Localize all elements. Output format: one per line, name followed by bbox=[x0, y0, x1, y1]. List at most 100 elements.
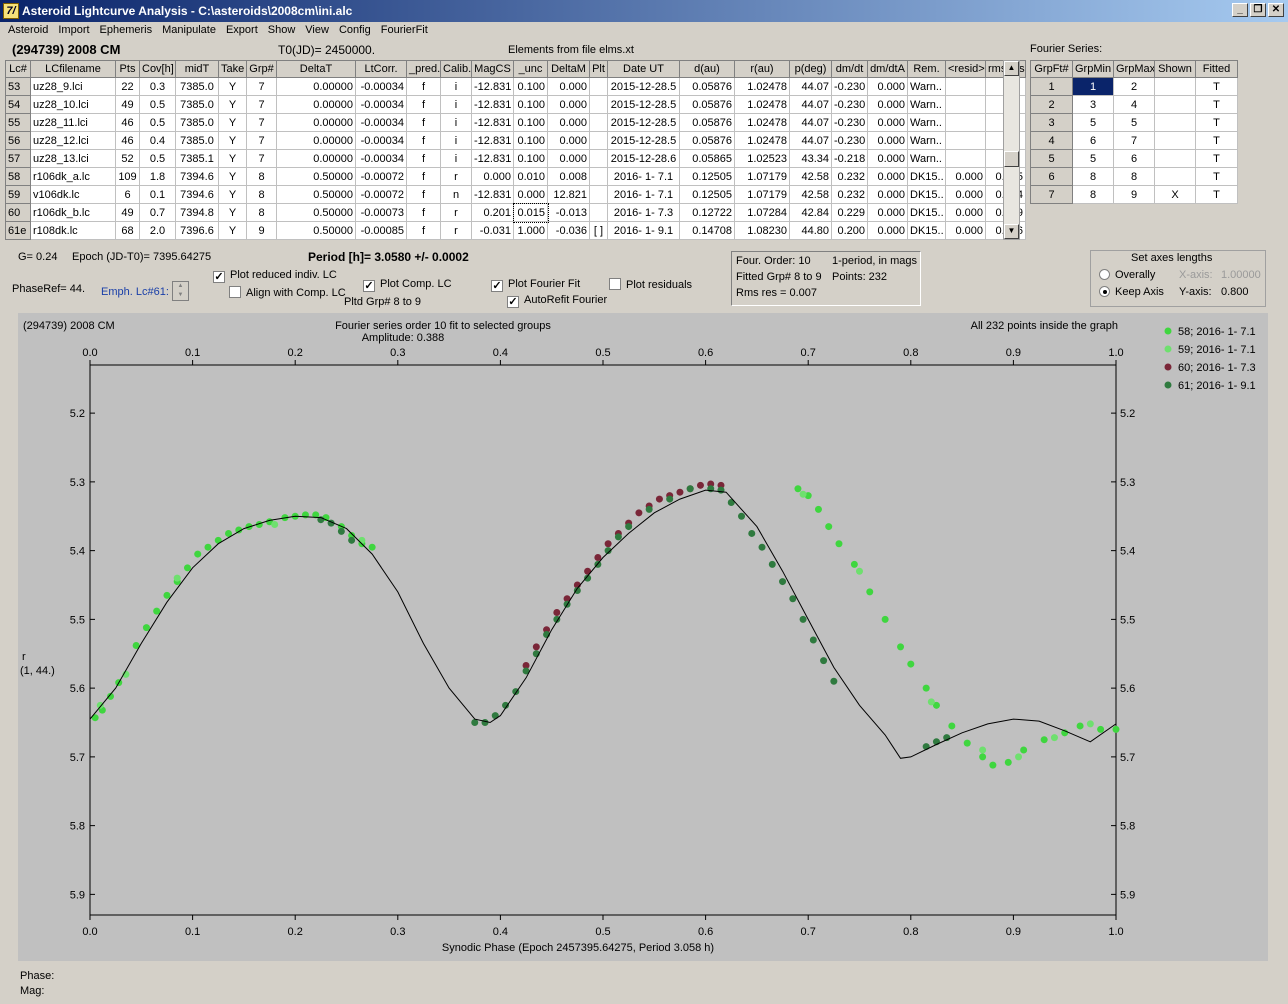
table-row[interactable]: 57 uz28_13.lci 52 0.5 7385.1 Y 7 0.00000 -0.0003… bbox=[5, 149, 1026, 168]
table-cell[interactable] bbox=[589, 95, 608, 114]
table-cell[interactable]: r bbox=[440, 167, 472, 186]
table-cell[interactable]: DK15.. bbox=[907, 185, 946, 204]
table-cell[interactable]: f bbox=[406, 203, 441, 222]
table-row[interactable]: 55 uz28_11.lci 46 0.5 7385.0 Y 7 0.00000 -0.0003… bbox=[5, 113, 1026, 132]
table-cell[interactable]: 2 bbox=[1113, 77, 1155, 96]
table-cell[interactable]: -0.00034 bbox=[355, 131, 407, 150]
table-cell[interactable]: 44.07 bbox=[789, 113, 832, 132]
table-cell[interactable]: 9 bbox=[246, 221, 277, 240]
table-cell[interactable]: -12.831 bbox=[471, 113, 514, 132]
table-cell[interactable]: -0.230 bbox=[831, 95, 868, 114]
table-cell[interactable]: -0.00034 bbox=[355, 113, 407, 132]
lightcurve-table-scrollbar[interactable]: ▲ ▼ bbox=[1003, 60, 1020, 240]
table-cell[interactable]: 0.000 bbox=[945, 203, 986, 222]
table-cell[interactable]: 2015-12-28.5 bbox=[607, 113, 680, 132]
table-cell[interactable]: -12.831 bbox=[471, 77, 514, 96]
table-cell[interactable]: 0.000 bbox=[547, 131, 590, 150]
lc-col-header[interactable]: Grp# bbox=[246, 60, 277, 78]
scroll-thumb[interactable] bbox=[1004, 151, 1019, 167]
table-cell[interactable]: 60 bbox=[5, 203, 31, 222]
table-cell[interactable] bbox=[589, 131, 608, 150]
table-cell[interactable]: 0.232 bbox=[831, 185, 868, 204]
table-row[interactable]: 60 r106dk_b.lc 49 0.7 7394.8 Y 8 0.50000 -0.0007… bbox=[5, 202, 1026, 223]
menu-asteroid[interactable]: Asteroid bbox=[8, 24, 49, 36]
table-cell[interactable]: 1.8 bbox=[139, 167, 176, 186]
table-cell[interactable]: 1 bbox=[1030, 77, 1073, 96]
table-cell[interactable] bbox=[1154, 149, 1196, 168]
table-cell[interactable] bbox=[1154, 95, 1196, 114]
table-cell[interactable]: 2015-12-28.6 bbox=[607, 149, 680, 168]
table-cell[interactable]: -0.230 bbox=[831, 113, 868, 132]
table-cell[interactable]: 2.0 bbox=[139, 221, 176, 240]
table-cell[interactable]: 44.07 bbox=[789, 131, 832, 150]
table-cell[interactable]: DK15.. bbox=[907, 167, 946, 186]
table-cell[interactable]: 4 bbox=[1113, 95, 1155, 114]
lc-col-header[interactable]: _pred. bbox=[406, 60, 441, 78]
table-cell[interactable]: -12.831 bbox=[471, 95, 514, 114]
table-cell[interactable]: Warn.. bbox=[907, 149, 946, 168]
emph-spinner[interactable]: ▲ ▼ bbox=[172, 281, 189, 301]
lc-col-header[interactable]: d(au) bbox=[679, 60, 735, 78]
table-cell[interactable] bbox=[589, 185, 608, 204]
table-cell[interactable]: 0.05876 bbox=[679, 113, 735, 132]
table-cell[interactable]: 1.07179 bbox=[734, 167, 790, 186]
table-cell[interactable]: 1.000 bbox=[513, 221, 548, 240]
table-cell[interactable]: 8 bbox=[1072, 167, 1114, 186]
table-cell[interactable]: 7 bbox=[246, 77, 277, 96]
table-cell[interactable] bbox=[945, 113, 986, 132]
table-row[interactable]: 61e r108dk.lc 68 2.0 7396.6 Y 9 0.50000 -0.00085… bbox=[5, 221, 1026, 240]
table-cell[interactable]: 7 bbox=[246, 113, 277, 132]
table-cell[interactable]: 0.14708 bbox=[679, 221, 735, 240]
table-cell[interactable]: 2016- 1- 7.3 bbox=[607, 203, 680, 222]
lc-col-header[interactable]: Lc# bbox=[5, 60, 31, 78]
table-cell[interactable]: 0.05876 bbox=[679, 77, 735, 96]
table-cell[interactable]: f bbox=[406, 113, 441, 132]
table-cell[interactable]: r108dk.lc bbox=[30, 221, 116, 240]
table-cell[interactable]: Warn.. bbox=[907, 95, 946, 114]
table-cell[interactable]: Y bbox=[218, 131, 247, 150]
lc-col-header[interactable]: Rem. bbox=[907, 60, 946, 78]
table-cell[interactable]: 5 bbox=[1072, 149, 1114, 168]
table-cell[interactable]: -12.831 bbox=[471, 131, 514, 150]
table-cell[interactable]: 0.5 bbox=[139, 95, 176, 114]
table-cell[interactable]: 0.201 bbox=[471, 203, 514, 222]
table-cell[interactable]: f bbox=[406, 221, 441, 240]
table-cell[interactable]: 3 bbox=[1030, 113, 1073, 132]
table-cell[interactable]: 0.5 bbox=[139, 149, 176, 168]
fourier-col-header[interactable]: GrpFt# bbox=[1030, 60, 1073, 78]
table-cell[interactable]: i bbox=[440, 113, 472, 132]
table-cell[interactable]: i bbox=[440, 149, 472, 168]
table-cell[interactable]: 0.5 bbox=[139, 113, 176, 132]
table-cell[interactable]: 7 bbox=[246, 131, 277, 150]
table-cell[interactable]: 0.00000 bbox=[276, 149, 356, 168]
table-cell[interactable]: 0.3 bbox=[139, 77, 176, 96]
table-cell[interactable]: uz28_11.lci bbox=[30, 113, 116, 132]
table-cell[interactable]: 68 bbox=[115, 221, 140, 240]
plot-residuals-checkbox[interactable]: Plot residuals bbox=[609, 278, 692, 291]
table-cell[interactable]: 0.229 bbox=[831, 203, 868, 222]
table-cell[interactable]: T bbox=[1195, 95, 1238, 114]
close-button[interactable]: ✕ bbox=[1268, 3, 1284, 17]
table-cell[interactable]: uz28_10.lci bbox=[30, 95, 116, 114]
table-cell[interactable]: 42.58 bbox=[789, 185, 832, 204]
table-cell[interactable]: Warn.. bbox=[907, 77, 946, 96]
lc-col-header[interactable]: dm/dt bbox=[831, 60, 868, 78]
table-cell[interactable]: 6 bbox=[1072, 131, 1114, 150]
table-cell[interactable]: 0.12722 bbox=[679, 203, 735, 222]
table-cell[interactable]: 0.015 bbox=[512, 202, 549, 223]
table-cell[interactable] bbox=[945, 131, 986, 150]
table-cell[interactable]: -0.036 bbox=[547, 221, 590, 240]
table-cell[interactable]: 0.000 bbox=[867, 149, 908, 168]
table-cell[interactable]: 0.000 bbox=[945, 167, 986, 186]
table-cell[interactable]: 0.50000 bbox=[276, 203, 356, 222]
overally-radio[interactable]: Overally bbox=[1099, 269, 1155, 281]
table-cell[interactable]: 53 bbox=[5, 77, 31, 96]
table-cell[interactable]: 0.05865 bbox=[679, 149, 735, 168]
table-cell[interactable]: 0.000 bbox=[867, 167, 908, 186]
table-cell[interactable]: Warn.. bbox=[907, 131, 946, 150]
lc-col-header[interactable]: <resid> bbox=[945, 60, 986, 78]
table-cell[interactable]: 0.05876 bbox=[679, 95, 735, 114]
table-cell[interactable]: 0.000 bbox=[547, 113, 590, 132]
